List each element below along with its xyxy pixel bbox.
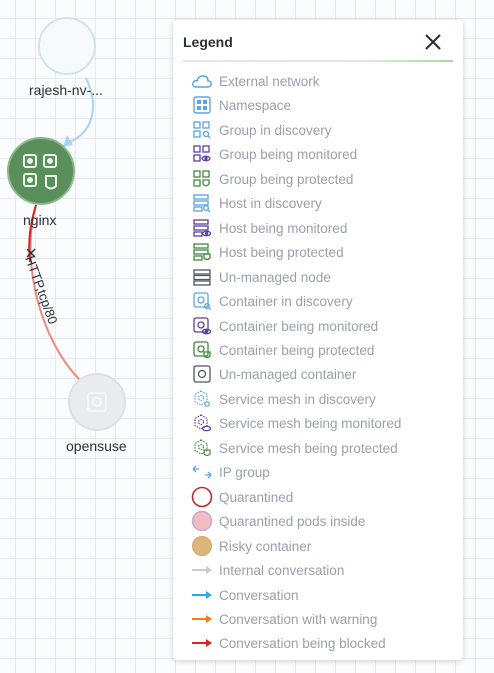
red-arrow-icon [191,633,213,653]
legend-item-risky-container: Risky container [191,536,451,556]
legend-item-service-mesh-in-discovery: Service mesh in discovery [191,389,451,409]
risky-circle-icon [191,536,213,556]
legend-item-service-mesh-being-monitored: Service mesh being monitored [191,413,451,433]
edge-rajesh-to-nginx[interactable] [69,77,94,143]
quarantined-circle-icon [191,486,213,508]
node-opensuse[interactable] [68,373,126,431]
node-rajesh[interactable] [38,17,96,75]
legend-item-group-being-protected: Group being protected [191,169,451,189]
legend-item-container-being-monitored: Container being monitored [191,316,451,336]
ip-group-icon [191,462,213,482]
legend-divider [183,60,453,62]
legend-item-container-being-protected: Container being protected [191,340,451,360]
edge-blocked-segment [28,204,37,263]
legend-item-internal-conversation: Internal conversation [191,560,451,580]
container-monitored-icon [191,316,213,336]
edge-arrowhead-icon [63,135,73,147]
mesh-discovery-icon [191,389,213,409]
container-ghost-icon [87,392,107,412]
legend-item-container-in-discovery: Container in discovery [191,291,451,311]
legend-item-group-being-monitored: Group being monitored [191,144,451,164]
group-protected-icon [191,169,213,189]
legend-item-conversation-with-warning: Conversation with warning [191,609,451,629]
legend-item-unmanaged-node: Un-managed node [191,267,451,287]
host-monitored-icon [191,218,213,238]
close-icon[interactable] [421,30,445,54]
node-nginx[interactable] [7,137,75,205]
gray-arrow-icon [191,560,213,580]
unmanaged-container-icon [191,364,213,384]
legend-item-conversation-being-blocked: Conversation being blocked [191,633,451,653]
blue-arrow-icon [191,585,213,605]
legend-item-ip-group: IP group [191,462,451,482]
container-protected-icon [191,340,213,360]
group-protected-icon [23,154,57,190]
mesh-protected-icon [191,438,213,458]
node-label-opensuse: opensuse [66,438,127,454]
legend-item-conversation: Conversation [191,585,451,605]
legend-item-host-in-discovery: Host in discovery [191,193,451,213]
quarantined-pods-circle-icon [191,510,213,532]
namespace-icon [191,95,213,115]
node-label-rajesh: rajesh-nv-... [29,82,103,98]
legend-item-unmanaged-container: Un-managed container [191,364,451,384]
host-discovery-icon [191,193,213,213]
cloud-icon [191,71,213,91]
group-monitored-icon [191,144,213,164]
legend-item-service-mesh-being-protected: Service mesh being protected [191,438,451,458]
legend-item-host-being-protected: Host being protected [191,242,451,262]
container-discovery-icon [191,291,213,311]
legend-item-host-being-monitored: Host being monitored [191,218,451,238]
edge-label-x-icon [26,248,36,258]
group-discovery-icon [191,120,213,140]
legend-item-quarantined: Quarantined [191,486,451,508]
mesh-monitored-icon [191,413,213,433]
legend-item-namespace: Namespace [191,95,451,115]
node-label-nginx: nginx [23,212,57,228]
unmanaged-node-icon [191,267,213,287]
legend-item-quarantined-pods-inside: Quarantined pods inside [191,510,451,532]
legend-item-external-network: External network [191,71,451,91]
legend-title: Legend [183,34,233,50]
legend-panel: Legend External network Namespace Group … [173,20,463,660]
orange-arrow-icon [191,609,213,629]
legend-item-group-in-discovery: Group in discovery [191,120,451,140]
host-protected-icon [191,242,213,262]
